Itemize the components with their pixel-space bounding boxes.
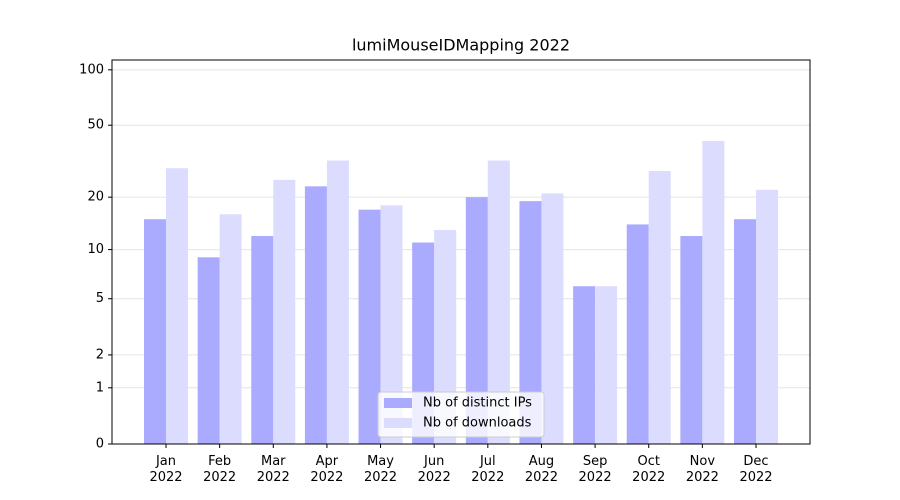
bar xyxy=(680,236,703,444)
x-tick-label: Aug 2022 xyxy=(525,454,558,485)
x-tick-label: May 2022 xyxy=(364,454,397,485)
bar xyxy=(273,179,296,445)
x-tick-label: Jul 2022 xyxy=(471,454,504,485)
y-tick-label: 20 xyxy=(87,190,104,205)
x-tick-label: Mar 2022 xyxy=(257,454,290,485)
bar xyxy=(573,286,596,444)
y-tick-label: 0 xyxy=(96,437,104,452)
y-tick-label: 1 xyxy=(96,380,104,395)
bar xyxy=(626,224,649,444)
bar xyxy=(326,160,349,444)
bar xyxy=(144,219,166,444)
y-tick-label: 5 xyxy=(96,291,104,306)
legend-box xyxy=(377,391,545,438)
bar xyxy=(219,214,242,444)
bar xyxy=(648,170,671,444)
x-tick-label: Oct 2022 xyxy=(632,454,665,485)
x-tick-label: Feb 2022 xyxy=(203,454,236,485)
x-tick-label: Nov 2022 xyxy=(686,454,719,485)
bar xyxy=(595,286,618,444)
legend-label: Nb of distinct IPs xyxy=(423,396,532,411)
bar xyxy=(197,257,220,444)
bar xyxy=(358,209,381,444)
y-tick-label: 10 xyxy=(87,242,104,257)
y-tick-label: 100 xyxy=(79,62,104,77)
y-tick-label: 2 xyxy=(96,347,104,362)
x-tick-label: Jun 2022 xyxy=(418,454,451,485)
bar xyxy=(166,168,188,444)
plot-frame xyxy=(111,59,811,445)
bar xyxy=(702,140,725,444)
bar xyxy=(756,189,778,444)
bar xyxy=(304,186,327,444)
bar xyxy=(251,236,274,444)
bar xyxy=(465,197,488,444)
legend-label: Nb of downloads xyxy=(423,416,532,431)
y-tick-label: 50 xyxy=(87,118,104,133)
chart-title: lumiMouseIDMapping 2022 xyxy=(352,36,570,55)
bar xyxy=(487,160,510,444)
x-tick-label: Sep 2022 xyxy=(579,454,612,485)
bar xyxy=(541,193,564,444)
bar xyxy=(519,201,542,444)
legend-swatch xyxy=(384,418,412,428)
x-tick-label: Jan 2022 xyxy=(149,454,182,485)
bar xyxy=(380,205,403,444)
legend-swatch xyxy=(384,398,412,408)
x-tick-label: Dec 2022 xyxy=(739,454,772,485)
x-tick-label: Apr 2022 xyxy=(310,454,343,485)
bar xyxy=(734,219,756,444)
bar xyxy=(434,230,457,444)
